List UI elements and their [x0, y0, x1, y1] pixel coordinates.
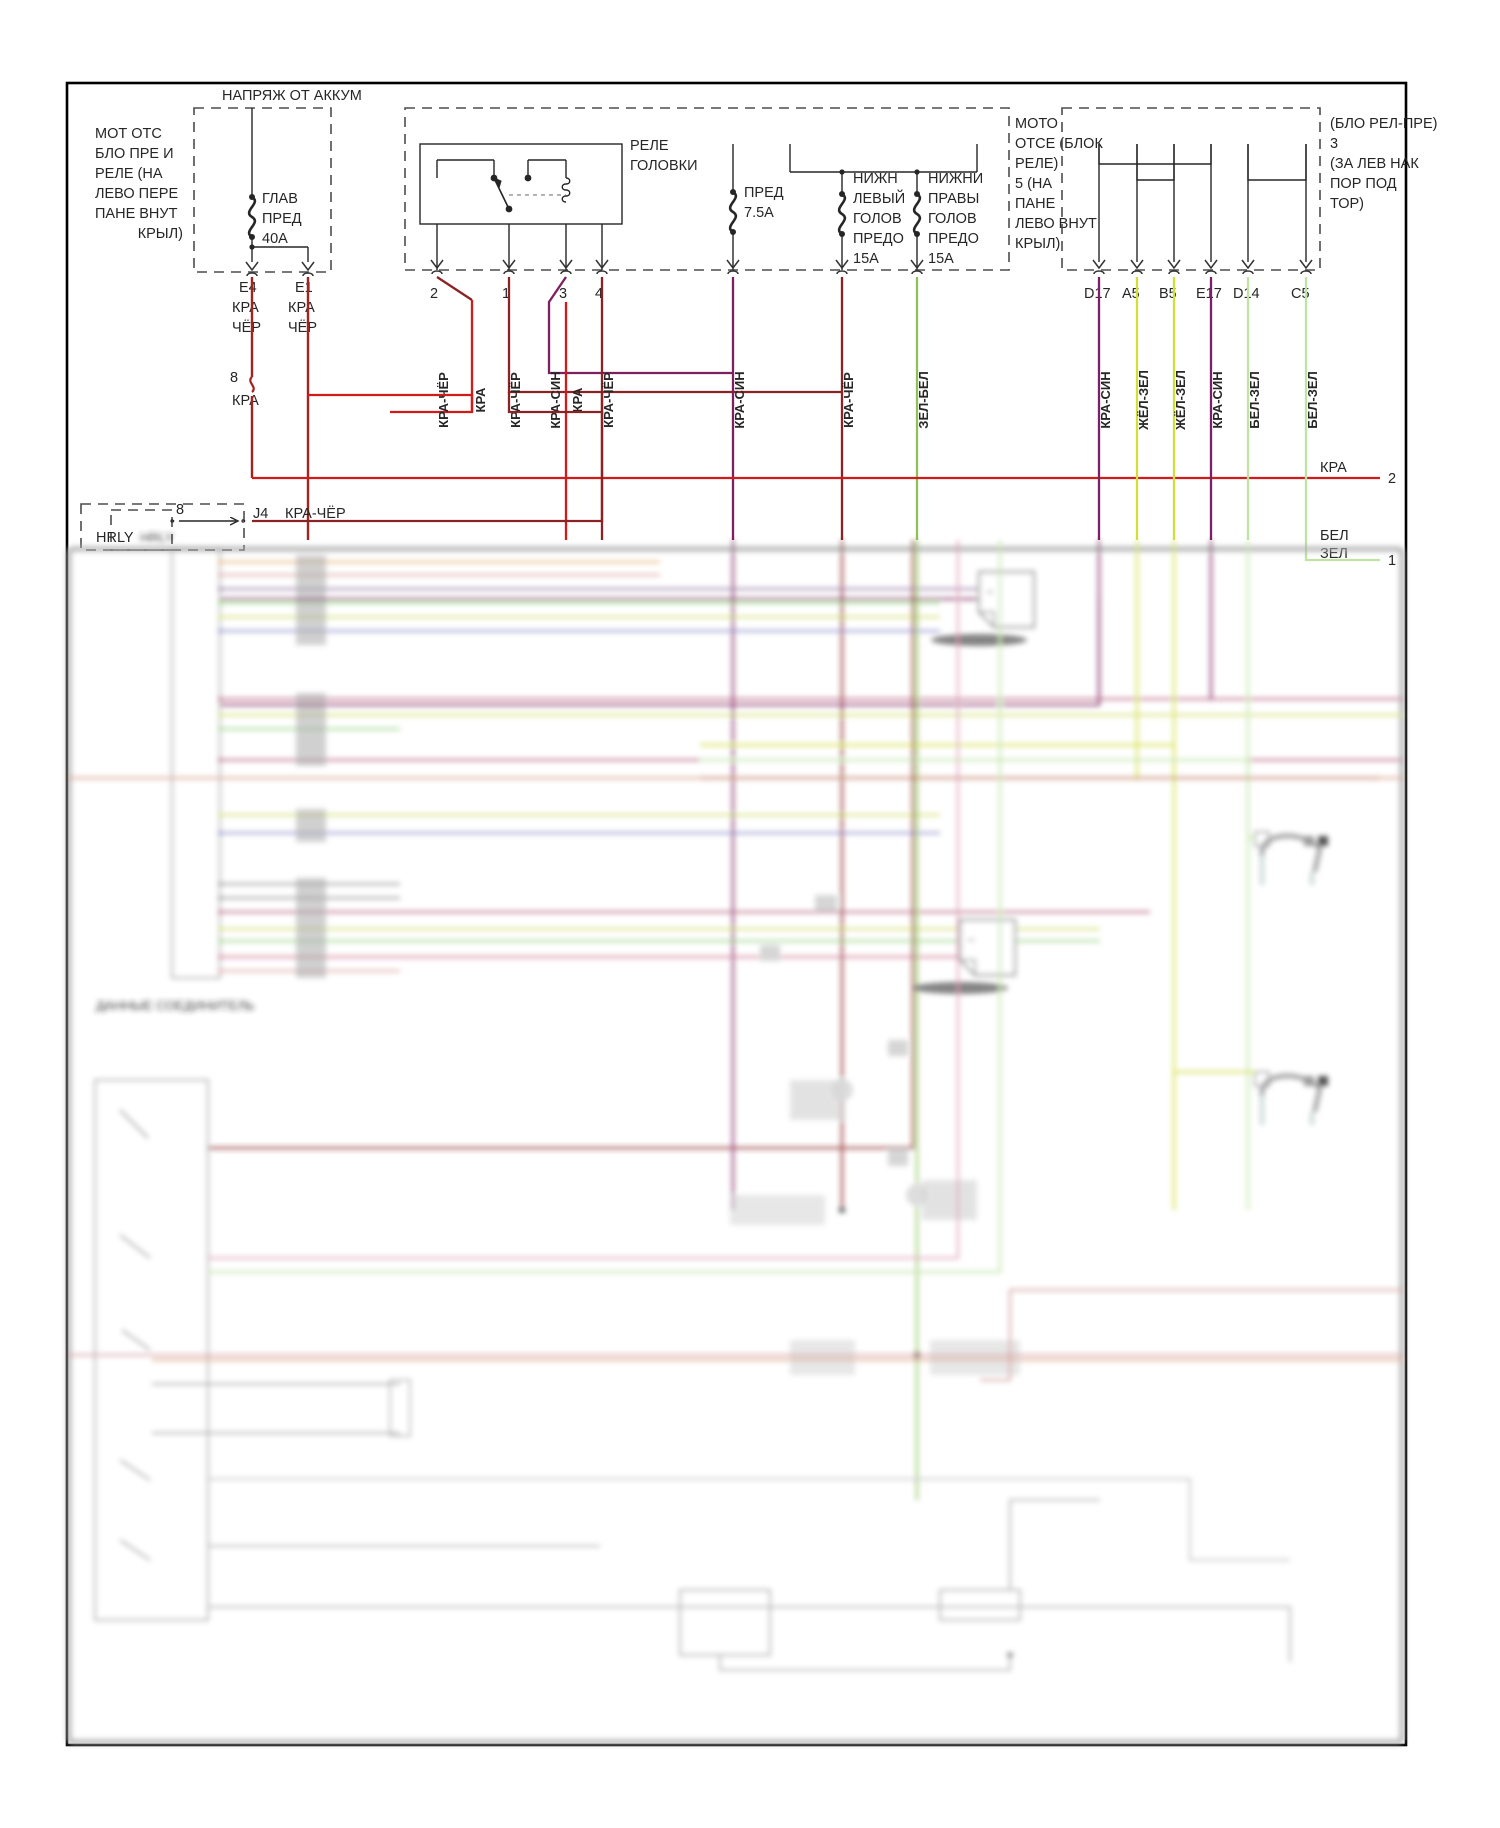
svg-text:РЕЛЕ): РЕЛЕ) — [1015, 156, 1058, 172]
svg-text:БЕЛ: БЕЛ — [1320, 528, 1349, 544]
svg-text:D14: D14 — [1233, 286, 1260, 302]
svg-text:E17: E17 — [1196, 286, 1222, 302]
svg-text:2: 2 — [430, 286, 438, 302]
svg-text:ПРАВЫ: ПРАВЫ — [928, 191, 979, 207]
svg-text:ЗЕЛ-БЕЛ: ЗЕЛ-БЕЛ — [916, 371, 931, 428]
svg-text:РЕЛЕ: РЕЛЕ — [630, 138, 669, 154]
svg-text:КРА-ЧЁР: КРА-ЧЁР — [508, 372, 523, 428]
svg-text:КРА: КРА — [1320, 460, 1347, 476]
svg-text:8: 8 — [176, 502, 184, 518]
svg-text:КРА-ЧЁР: КРА-ЧЁР — [841, 372, 856, 428]
svg-text:(ЗА ЛЕВ НАК: (ЗА ЛЕВ НАК — [1330, 156, 1419, 172]
svg-text:КРЫЛ): КРЫЛ) — [1015, 236, 1060, 252]
svg-text:E4: E4 — [239, 280, 257, 296]
svg-text:КРА: КРА — [570, 387, 585, 412]
svg-text:КРА-СИН: КРА-СИН — [548, 371, 563, 428]
svg-text:8: 8 — [230, 370, 238, 386]
svg-text:МОТ ОТС: МОТ ОТС — [95, 126, 162, 142]
svg-text:ПОР ПОД: ПОР ПОД — [1330, 176, 1397, 192]
svg-text:КРЫЛ): КРЫЛ) — [138, 226, 183, 242]
svg-text:ГЛАВ: ГЛАВ — [262, 191, 298, 207]
svg-text:НИЖНИ: НИЖНИ — [928, 171, 983, 187]
svg-text:ДАННЫЕ СОЕДИНИТЕЛЬ: ДАННЫЕ СОЕДИНИТЕЛЬ — [96, 998, 254, 1013]
svg-text:ГОЛОВ: ГОЛОВ — [853, 211, 902, 227]
svg-text:КРА-СИН: КРА-СИН — [1210, 371, 1225, 428]
svg-text:15A: 15A — [853, 251, 879, 267]
svg-text:ПРЕДО: ПРЕДО — [928, 231, 979, 247]
svg-text:БЕЛ-ЗЕЛ: БЕЛ-ЗЕЛ — [1305, 371, 1320, 428]
svg-text:40A: 40A — [262, 231, 288, 247]
svg-text:HRLY: HRLY — [140, 530, 174, 545]
svg-text:КРА-ЧЁР: КРА-ЧЁР — [436, 372, 451, 428]
svg-text:ПРЕД: ПРЕД — [744, 185, 784, 201]
svg-text:КРА-ЧЁР: КРА-ЧЁР — [285, 505, 346, 522]
svg-text:ЛЕВЫЙ: ЛЕВЫЙ — [853, 189, 905, 207]
svg-text:КРА: КРА — [473, 387, 488, 412]
svg-text:ТОР): ТОР) — [1330, 196, 1364, 212]
svg-text:ЛЕВО ВНУТ: ЛЕВО ВНУТ — [1015, 216, 1097, 232]
svg-text:15A: 15A — [928, 251, 954, 267]
svg-text:РЕЛЕ (НА: РЕЛЕ (НА — [95, 166, 163, 182]
svg-text:HRLY: HRLY — [96, 530, 134, 546]
svg-text:ЖЁЛ-ЗЕЛ: ЖЁЛ-ЗЕЛ — [1136, 370, 1151, 431]
svg-text:КРА: КРА — [232, 300, 259, 316]
svg-text:7.5A: 7.5A — [744, 205, 774, 221]
svg-text:(БЛО РЕЛ-ПРЕ): (БЛО РЕЛ-ПРЕ) — [1330, 116, 1437, 132]
svg-text:2: 2 — [1388, 471, 1396, 487]
svg-text:БЛО ПРЕ И: БЛО ПРЕ И — [95, 146, 174, 162]
svg-text:КРА: КРА — [288, 300, 315, 316]
svg-text:ПАНЕ ВНУТ: ПАНЕ ВНУТ — [95, 206, 178, 222]
svg-text:D17: D17 — [1084, 286, 1111, 302]
svg-text:ГОЛОВ: ГОЛОВ — [928, 211, 977, 227]
svg-text:КРА: КРА — [232, 393, 259, 409]
svg-text:ОТСЕ (БЛОК: ОТСЕ (БЛОК — [1015, 136, 1103, 152]
svg-text:НАПРЯЖ ОТ АККУМ: НАПРЯЖ ОТ АККУМ — [222, 88, 362, 104]
svg-text:E1: E1 — [295, 280, 313, 296]
svg-text:МОТО: МОТО — [1015, 116, 1058, 132]
svg-text:КРА-СИН: КРА-СИН — [732, 371, 747, 428]
svg-text:ПРЕДО: ПРЕДО — [853, 231, 904, 247]
svg-text:3: 3 — [1330, 136, 1338, 152]
svg-text:ЛЕВО ПЕРЕ: ЛЕВО ПЕРЕ — [95, 186, 178, 202]
svg-text:ПРЕД: ПРЕД — [262, 211, 302, 227]
svg-text:ГОЛОВКИ: ГОЛОВКИ — [630, 158, 698, 174]
svg-text:J4: J4 — [253, 506, 268, 522]
svg-text:ЖЁЛ-ЗЕЛ: ЖЁЛ-ЗЕЛ — [1173, 370, 1188, 431]
svg-text:ЧЁР: ЧЁР — [232, 319, 261, 336]
svg-text:1: 1 — [1388, 553, 1396, 569]
svg-text:3: 3 — [559, 286, 567, 302]
svg-text:5 (НА: 5 (НА — [1015, 176, 1052, 192]
svg-text:ЧЁР: ЧЁР — [288, 319, 317, 336]
svg-text:КРА-ЧЁР: КРА-ЧЁР — [601, 372, 616, 428]
svg-text:НИЖН: НИЖН — [853, 171, 898, 187]
svg-text:ПАНЕ: ПАНЕ — [1015, 196, 1056, 212]
svg-text:БЕЛ-ЗЕЛ: БЕЛ-ЗЕЛ — [1247, 371, 1262, 428]
svg-text:КРА-СИН: КРА-СИН — [1098, 371, 1113, 428]
